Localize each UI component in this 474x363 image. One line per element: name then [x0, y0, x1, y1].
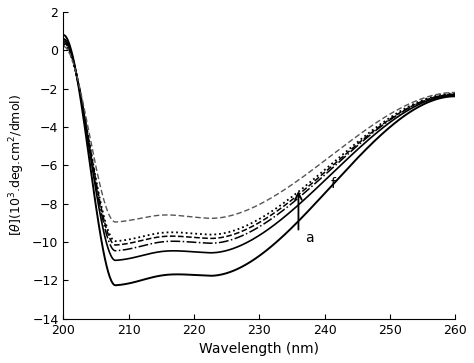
Y-axis label: [$\theta$](10$^3$.deg.cm$^2$/dmol): [$\theta$](10$^3$.deg.cm$^2$/dmol) — [7, 94, 27, 236]
Text: a: a — [305, 231, 314, 245]
Text: f: f — [331, 178, 336, 191]
X-axis label: Wavelength (nm): Wavelength (nm) — [199, 342, 319, 356]
